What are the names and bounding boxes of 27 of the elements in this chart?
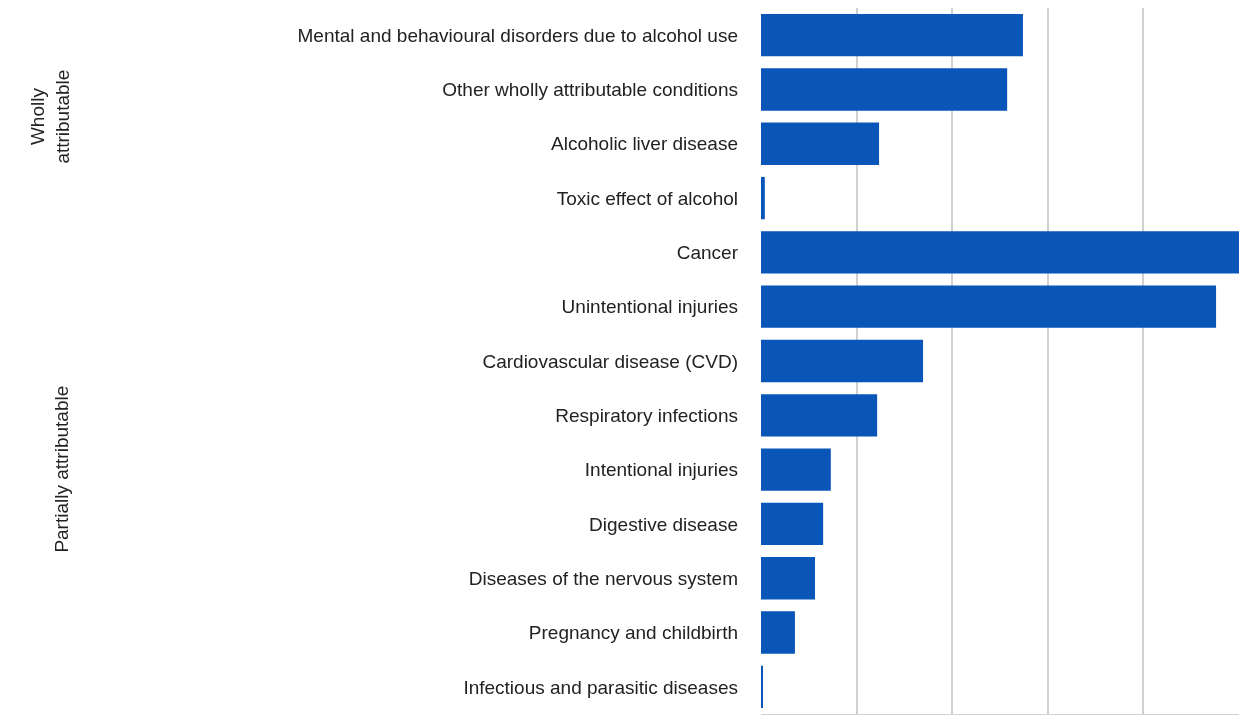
bar [761,502,824,546]
y-tick-label: Unintentional injuries [561,296,738,318]
y-tick-label: Digestive disease [589,513,738,535]
bar [761,394,878,437]
bar [761,285,1217,328]
bar [761,122,880,165]
bar [761,339,924,383]
bar [761,231,1239,274]
bar [761,448,831,491]
y-tick-label: Cancer [676,242,739,264]
y-tick-label: Respiratory infections [555,404,738,426]
bar [761,68,1008,111]
bar [761,13,1023,57]
y-tick-label: Mental and behavioural disorders due to alcohol use [297,24,738,46]
y-tick-label: Toxic effect of alcohol [556,187,738,209]
bar [761,176,765,220]
y-tick-label: Intentional injuries [584,459,738,481]
y-tick-label: Alcoholic liver disease [551,133,738,155]
y-tick-label: Cardiovascular disease (CVD) [482,350,738,372]
y-tick-label: Diseases of the nervous system [468,567,738,589]
y-tick-label: Other wholly attributable conditions [442,79,738,101]
bar [761,611,795,654]
text: Wholly attributable [27,69,74,164]
y-tick-label: Pregnancy and childbirth [528,622,738,644]
bar [761,557,816,600]
text: Partially attributable [51,385,73,553]
y-tick-label: Infectious and parasitic diseases [463,676,738,698]
